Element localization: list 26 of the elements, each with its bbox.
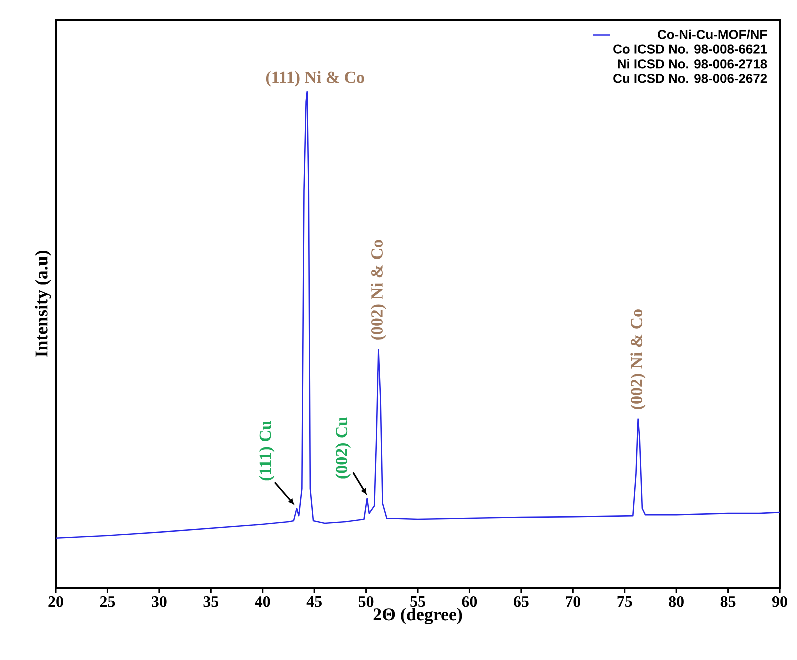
text: Co-Ni-Cu-MOF/NF	[658, 30, 768, 40]
text: Cu ICSD No. 98-006-2672	[614, 74, 768, 84]
annotation: (002) Ni & Co	[630, 310, 646, 410]
annotation: (002) Cu	[336, 417, 352, 479]
x-tick-label: 70	[566, 596, 581, 608]
annotation: (111) Cu	[259, 421, 275, 481]
x-tick-label: 50	[358, 596, 374, 608]
x-tick-label: 80	[669, 596, 684, 608]
annotation: (111) Ni & Co	[266, 71, 364, 87]
x-tick-label: 85	[720, 596, 736, 608]
text: Ni ICSD No. 98-006-2718	[618, 59, 768, 69]
x-axis-title: 2Θ (degree)	[374, 608, 462, 624]
x-tick-label: 30	[152, 596, 167, 608]
y-axis-title: Intensity (a.u)	[35, 250, 52, 358]
x-tick-label: 25	[100, 596, 116, 608]
x-tick-label: 40	[255, 596, 270, 608]
x-tick-label: 35	[204, 596, 219, 608]
annotation: (002) Ni & Co	[371, 240, 386, 340]
x-tick-label: 90	[772, 596, 788, 608]
x-tick-label: 65	[514, 596, 529, 608]
x-tick-label: 60	[462, 596, 478, 608]
x-tick-label: 20	[48, 596, 64, 608]
x-tick-label: 45	[306, 596, 322, 608]
x-tick-label: 75	[618, 596, 632, 608]
text: Co ICSD No. 98-008-6621	[614, 44, 768, 54]
x-tick-label: 55	[410, 596, 426, 608]
